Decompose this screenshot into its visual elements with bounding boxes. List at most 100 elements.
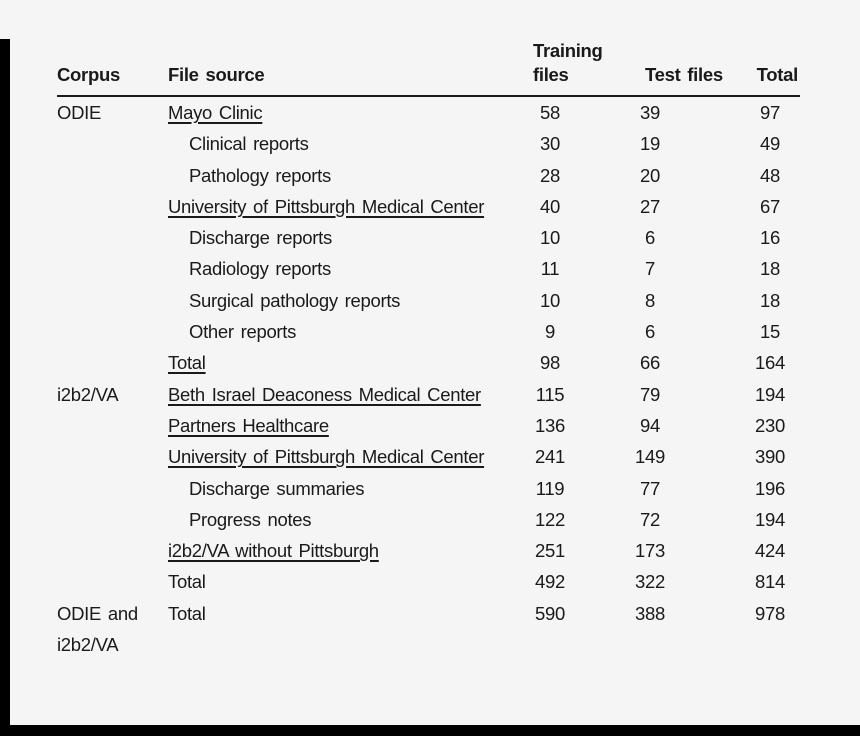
row-spacer (680, 253, 740, 284)
file-source-cell: Partners Healthcare (168, 414, 329, 436)
test-files-cell: 173 (635, 540, 665, 562)
test-files-cell: 149 (635, 446, 665, 468)
training-files-cell: 40 (540, 195, 560, 217)
table-row: Progress notes 122 72 194 (57, 504, 800, 535)
total-cell: 196 (755, 477, 785, 499)
training-files-cell: 590 (535, 602, 565, 624)
row-spacer (680, 160, 740, 191)
corpus-cell (57, 535, 168, 566)
row-spacer (580, 535, 620, 566)
total-cell: 194 (755, 383, 785, 405)
corpus-cell: ODIE (57, 102, 102, 123)
file-source-cell: Discharge summaries (189, 477, 365, 499)
table-row: Pathology reports 28 20 48 (57, 160, 800, 191)
row-spacer (680, 285, 740, 316)
table-row: i2b2/VA Beth Israel Deaconess Medical Cen… (57, 379, 800, 410)
total-cell: 97 (760, 102, 780, 123)
corpus-cell: ODIE and i2b2/VA (57, 602, 138, 656)
row-spacer (580, 96, 620, 128)
training-files-cell: 9 (545, 321, 555, 343)
row-spacer (680, 504, 740, 535)
row-spacer (580, 285, 620, 316)
row-spacer (680, 441, 740, 472)
total-cell: 390 (755, 446, 785, 468)
corpus-cell (57, 160, 168, 191)
training-files-cell: 122 (535, 508, 565, 530)
total-cell: 48 (760, 164, 780, 186)
file-source-cell: Mayo Clinic (168, 102, 263, 123)
total-cell: 164 (755, 352, 785, 374)
total-cell: 194 (755, 508, 785, 530)
file-source-cell: Clinical reports (189, 133, 309, 155)
row-spacer (680, 222, 740, 253)
file-source-cell: Pathology reports (189, 164, 331, 186)
table-row: University of Pittsburgh Medical Center 4… (57, 191, 800, 222)
table-row: Partners Healthcare 136 94 230 (57, 410, 800, 441)
table-row: Discharge reports 10 6 16 (57, 222, 800, 253)
row-spacer (580, 473, 620, 504)
row-spacer (580, 441, 620, 472)
training-files-cell: 492 (535, 571, 565, 593)
table-row: Total 98 66 164 (57, 347, 800, 378)
column-header-file-source: File source (168, 39, 520, 97)
table-row: ODIE and i2b2/VA Total 590 388 978 (57, 598, 800, 661)
header-spacer (580, 39, 620, 97)
table-row: i2b2/VA without Pittsburgh 251 173 424 (57, 535, 800, 566)
row-spacer (680, 128, 740, 159)
total-cell: 16 (760, 227, 780, 249)
file-source-cell: Radiology reports (189, 258, 331, 280)
row-spacer (580, 566, 620, 597)
file-source-cell: Total (168, 352, 206, 374)
table-row: Other reports 9 6 15 (57, 316, 800, 347)
header-row: Corpus File source Training files Test f… (57, 39, 800, 97)
left-frame-bar (0, 39, 10, 736)
row-spacer (580, 222, 620, 253)
training-files-cell: 136 (535, 414, 565, 436)
file-source-cell: i2b2/VA without Pittsburgh (168, 540, 379, 562)
row-spacer (680, 347, 740, 378)
training-files-cell: 115 (535, 383, 565, 405)
table-row: ODIE Mayo Clinic 58 39 97 (57, 96, 800, 128)
column-header-corpus: Corpus (57, 39, 168, 97)
row-spacer (680, 410, 740, 441)
bottom-frame-bar (0, 725, 860, 736)
training-files-cell: 10 (540, 289, 560, 311)
row-spacer (580, 379, 620, 410)
file-source-cell: Other reports (189, 321, 297, 343)
test-files-cell: 66 (640, 352, 660, 374)
table-row: Total 492 322 814 (57, 566, 800, 597)
corpus-cell (57, 347, 168, 378)
row-spacer (680, 598, 740, 661)
row-spacer (580, 128, 620, 159)
test-files-cell: 20 (640, 164, 660, 186)
column-header-total: Total (740, 39, 800, 97)
test-files-cell: 79 (640, 383, 660, 405)
table-row: Surgical pathology reports 10 8 18 (57, 285, 800, 316)
file-source-cell: Progress notes (189, 508, 312, 530)
corpus-cell (57, 473, 168, 504)
row-spacer (580, 410, 620, 441)
file-source-cell: University of Pittsburgh Medical Center (168, 446, 485, 468)
header-spacer (680, 39, 740, 97)
row-spacer (580, 160, 620, 191)
table-row: Discharge summaries 119 77 196 (57, 473, 800, 504)
column-header-test-files: Test files (620, 39, 723, 97)
table-body: ODIE Mayo Clinic 58 39 97 Clinical reports 30 1… (57, 96, 800, 660)
training-files-cell: 10 (540, 227, 560, 249)
training-files-cell: 11 (540, 258, 560, 280)
test-files-cell: 39 (640, 102, 660, 123)
test-files-cell: 27 (640, 195, 660, 217)
total-cell: 18 (760, 289, 780, 311)
total-cell: 67 (760, 195, 780, 217)
total-cell: 424 (755, 540, 785, 562)
row-spacer (580, 504, 620, 535)
file-source-cell: Total (168, 571, 206, 593)
row-spacer (680, 191, 740, 222)
row-spacer (680, 566, 740, 597)
corpus-cell (57, 285, 168, 316)
file-source-cell: Beth Israel Deaconess Medical Center (168, 383, 481, 405)
corpus-statistics-table: Corpus File source Training files Test f… (57, 39, 800, 660)
test-files-cell: 322 (635, 571, 665, 593)
training-files-cell: 98 (540, 352, 560, 374)
training-files-cell: 241 (535, 446, 565, 468)
